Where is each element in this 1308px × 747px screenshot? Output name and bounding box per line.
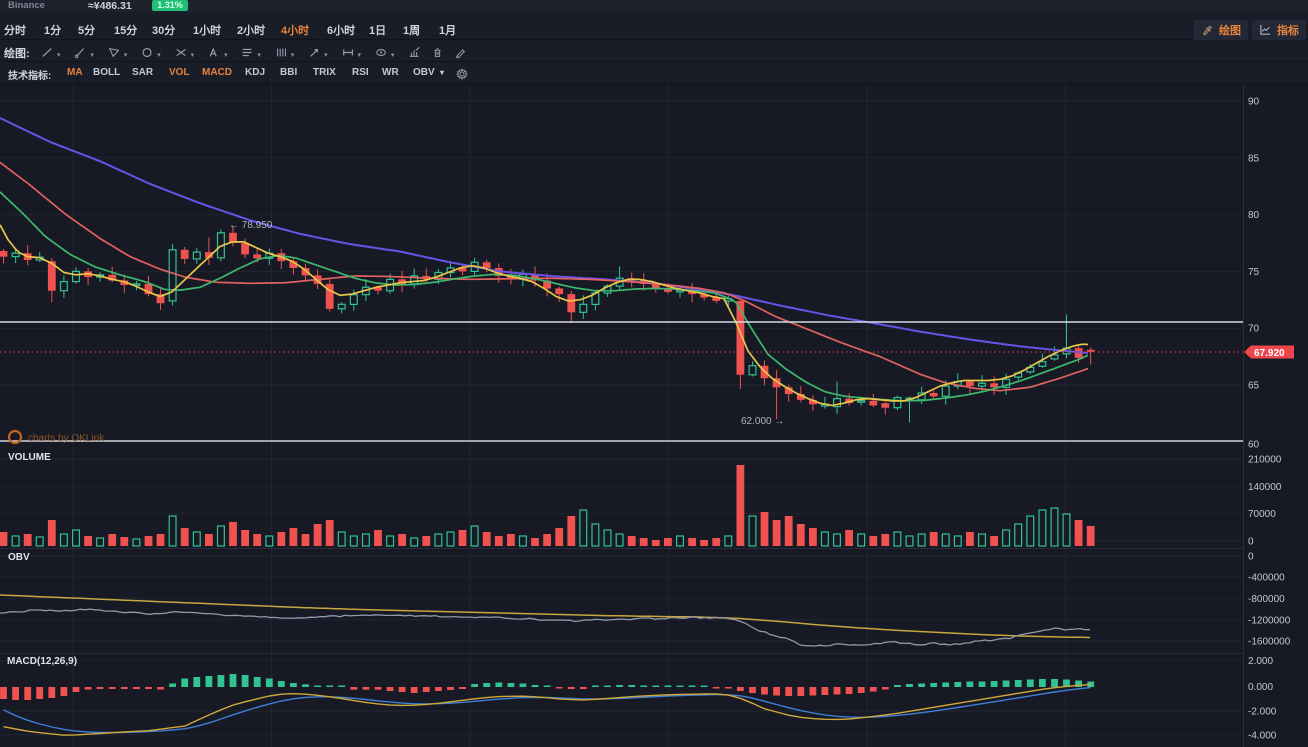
svg-text:2.000: 2.000 xyxy=(1248,656,1273,667)
svg-text:MACD(12,26,9): MACD(12,26,9) xyxy=(7,656,77,667)
svg-text:-4.000: -4.000 xyxy=(1248,731,1277,742)
svg-text:-400000: -400000 xyxy=(1248,573,1285,584)
svg-text:80: 80 xyxy=(1248,210,1260,221)
svg-text:-1200000: -1200000 xyxy=(1248,616,1291,627)
svg-text:70: 70 xyxy=(1248,324,1260,335)
svg-text:70000: 70000 xyxy=(1248,509,1276,520)
svg-text:-2.000: -2.000 xyxy=(1248,707,1277,718)
svg-text:charts by OKLink: charts by OKLink xyxy=(28,433,105,444)
svg-text:75: 75 xyxy=(1248,267,1260,278)
svg-text:85: 85 xyxy=(1248,153,1260,164)
svg-text:0.000: 0.000 xyxy=(1248,682,1273,693)
svg-text:-800000: -800000 xyxy=(1248,594,1285,605)
svg-text:140000: 140000 xyxy=(1248,482,1282,493)
svg-text:-1600000: -1600000 xyxy=(1248,637,1291,648)
svg-text:67.920: 67.920 xyxy=(1254,348,1285,359)
svg-text:60: 60 xyxy=(1248,440,1260,451)
svg-text:← 78.950: ← 78.950 xyxy=(229,220,273,231)
svg-text:0: 0 xyxy=(1248,537,1254,548)
svg-text:VOLUME: VOLUME xyxy=(8,452,51,463)
svg-text:90: 90 xyxy=(1248,97,1260,108)
svg-text:65: 65 xyxy=(1248,381,1260,392)
svg-text:62.000 →: 62.000 → xyxy=(741,416,784,427)
svg-text:210000: 210000 xyxy=(1248,455,1282,466)
svg-text:0: 0 xyxy=(1248,552,1254,563)
svg-text:OBV: OBV xyxy=(8,552,30,563)
